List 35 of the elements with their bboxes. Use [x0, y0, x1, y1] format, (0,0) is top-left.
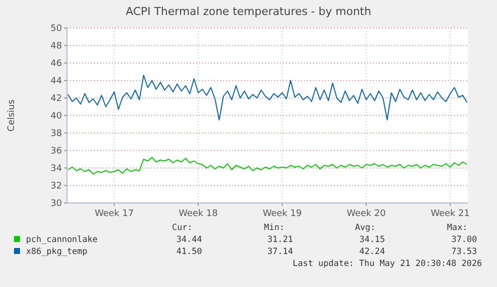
y-tick-label: 46: [50, 59, 62, 70]
text: 37.14: [267, 247, 293, 257]
y-tick-label: 42: [50, 94, 62, 104]
y-tick-label: 36: [50, 146, 62, 157]
x-tick-label: Week 21: [430, 209, 470, 219]
y-tick-label: 44: [50, 76, 62, 87]
text: 37.00: [451, 235, 477, 245]
text: 73.53: [451, 247, 477, 257]
line-series: [68, 74, 468, 120]
y-tick-label: 30: [50, 199, 62, 210]
x-tick-label: Week 19: [262, 209, 302, 219]
y-tick-label: 38: [50, 129, 62, 140]
text: 42.24: [359, 247, 385, 257]
text: 34.44: [176, 235, 202, 245]
x-tick-label: Week 17: [94, 209, 134, 219]
text: Cur:: [172, 223, 192, 233]
text: 34.15: [359, 235, 385, 245]
y-tick-label: 48: [50, 42, 62, 52]
y-axis-title: Celsius: [7, 99, 17, 132]
x-tick-label: Week 20: [346, 209, 386, 219]
y-tick-label: 34: [50, 164, 62, 174]
y-tick-label: 32: [50, 182, 62, 192]
y-tick-label: 50: [50, 24, 62, 34]
text: 41.50: [176, 247, 202, 257]
legend-label: pch_cannonlake: [26, 235, 98, 245]
y-tick-label: 40: [50, 112, 62, 122]
text: Last update: Thu May 21 20:30:48 2026: [292, 259, 482, 269]
x-tick-label: Week 18: [178, 209, 218, 219]
text: Max:: [447, 223, 468, 233]
line-series: [68, 157, 468, 175]
legend-label: x86_pkg_temp: [26, 247, 88, 257]
text: Min:: [264, 223, 284, 233]
text: Avg:: [355, 223, 376, 233]
text: 31.21: [267, 235, 293, 245]
chart-title: ACPI Thermal zone temperatures - by month: [126, 5, 372, 18]
